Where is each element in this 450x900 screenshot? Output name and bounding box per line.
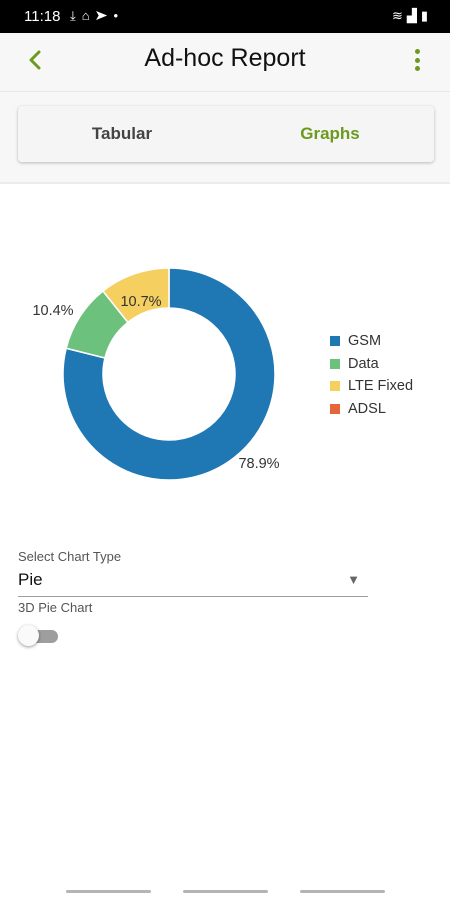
status-bar: 11:18 ⤓⌂➤• ≋▟▮: [0, 0, 450, 33]
more-vertical-icon: [414, 49, 420, 54]
slice-gsm: [62, 267, 276, 481]
tabs-container: Tabular Graphs: [0, 92, 450, 184]
tab-graphs[interactable]: Graphs: [300, 124, 360, 143]
legend-label: GSM: [348, 333, 382, 350]
dropdown-arrow-icon: ▼: [347, 572, 360, 587]
app-bar: Ad-hoc Report: [0, 33, 450, 92]
status-notification-icons: ⤓⌂➤•: [70, 8, 124, 24]
legend-item-lte-fixed: LTE Fixed: [330, 375, 413, 398]
legend-swatch: [330, 381, 340, 392]
legend-label: LTE Fixed: [348, 378, 414, 395]
status-system-icons: ≋▟▮: [392, 8, 432, 24]
legend-label: Data: [348, 355, 379, 372]
signal-icon: ▟: [406, 8, 421, 23]
system-nav-bar: [0, 886, 450, 900]
legend-item-gsm: GSM: [330, 330, 413, 353]
pie3d-label: 3D Pie Chart: [18, 600, 93, 615]
nav-recents-pill[interactable]: [66, 890, 151, 893]
pie3d-toggle[interactable]: [18, 625, 60, 647]
donut-chart: 78.9% 10.4% 10.7%: [32, 267, 280, 481]
check-download-icon: ⤓: [70, 8, 82, 23]
more-vertical-icon-dot: [414, 57, 420, 63]
legend-item-data: Data: [330, 353, 413, 376]
data-label-lte-fixed: 10.7%: [120, 294, 161, 310]
status-time: 11:18: [24, 8, 61, 25]
segmented-tabs: Tabular Graphs: [18, 106, 434, 162]
data-label-gsm: 78.9%: [238, 456, 279, 472]
data-label-data: 10.4%: [32, 303, 73, 319]
battery-icon: ▮: [420, 8, 432, 23]
tab-tabular[interactable]: Tabular: [91, 124, 153, 143]
nav-home-pill[interactable]: [183, 890, 268, 893]
chart-type-label: Select Chart Type: [18, 549, 122, 564]
legend-item-adsl: ADSL: [330, 398, 413, 421]
legend-swatch: [330, 336, 340, 347]
chevron-left-icon: [29, 50, 41, 70]
toggle-thumb: [18, 625, 39, 646]
nav-back-pill[interactable]: [300, 890, 385, 893]
telegram-icon: ➤: [95, 8, 114, 23]
more-vertical-icon-dot: [414, 66, 420, 71]
page-title: Ad-hoc Report: [144, 44, 306, 72]
legend-swatch: [330, 403, 340, 414]
dot-icon: •: [113, 8, 125, 23]
voicemail-icon: ⌂: [81, 8, 96, 23]
back-button[interactable]: [22, 46, 50, 74]
legend-swatch: [330, 358, 340, 369]
slice-lte-fixed: [101, 267, 170, 324]
overflow-menu-button[interactable]: [412, 49, 422, 75]
chart-type-select[interactable]: Pie ▼: [18, 568, 368, 597]
wifi-icon: ≋: [391, 8, 407, 23]
chart-type-value: Pie: [18, 570, 43, 589]
chart-legend: GSM Data LTE Fixed ADSL: [330, 330, 413, 420]
legend-label: ADSL: [348, 400, 386, 417]
